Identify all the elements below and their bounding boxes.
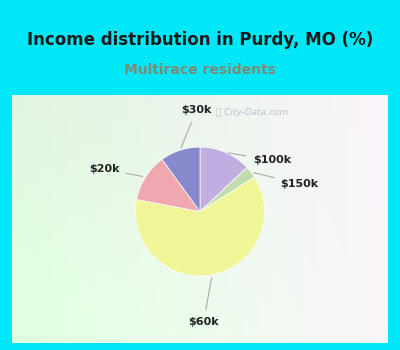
Text: Multirace residents: Multirace residents <box>124 63 276 77</box>
Text: $20k: $20k <box>89 164 143 176</box>
Text: Income distribution in Purdy, MO (%): Income distribution in Purdy, MO (%) <box>27 31 373 49</box>
Text: $100k: $100k <box>228 153 291 165</box>
Wedge shape <box>162 147 200 212</box>
Text: ⓘ City-Data.com: ⓘ City-Data.com <box>216 107 288 117</box>
Wedge shape <box>136 177 264 276</box>
Text: $150k: $150k <box>254 173 319 189</box>
Wedge shape <box>200 147 247 212</box>
Text: $30k: $30k <box>181 105 212 148</box>
Wedge shape <box>200 167 254 212</box>
Wedge shape <box>137 159 200 212</box>
Text: $60k: $60k <box>188 278 219 327</box>
